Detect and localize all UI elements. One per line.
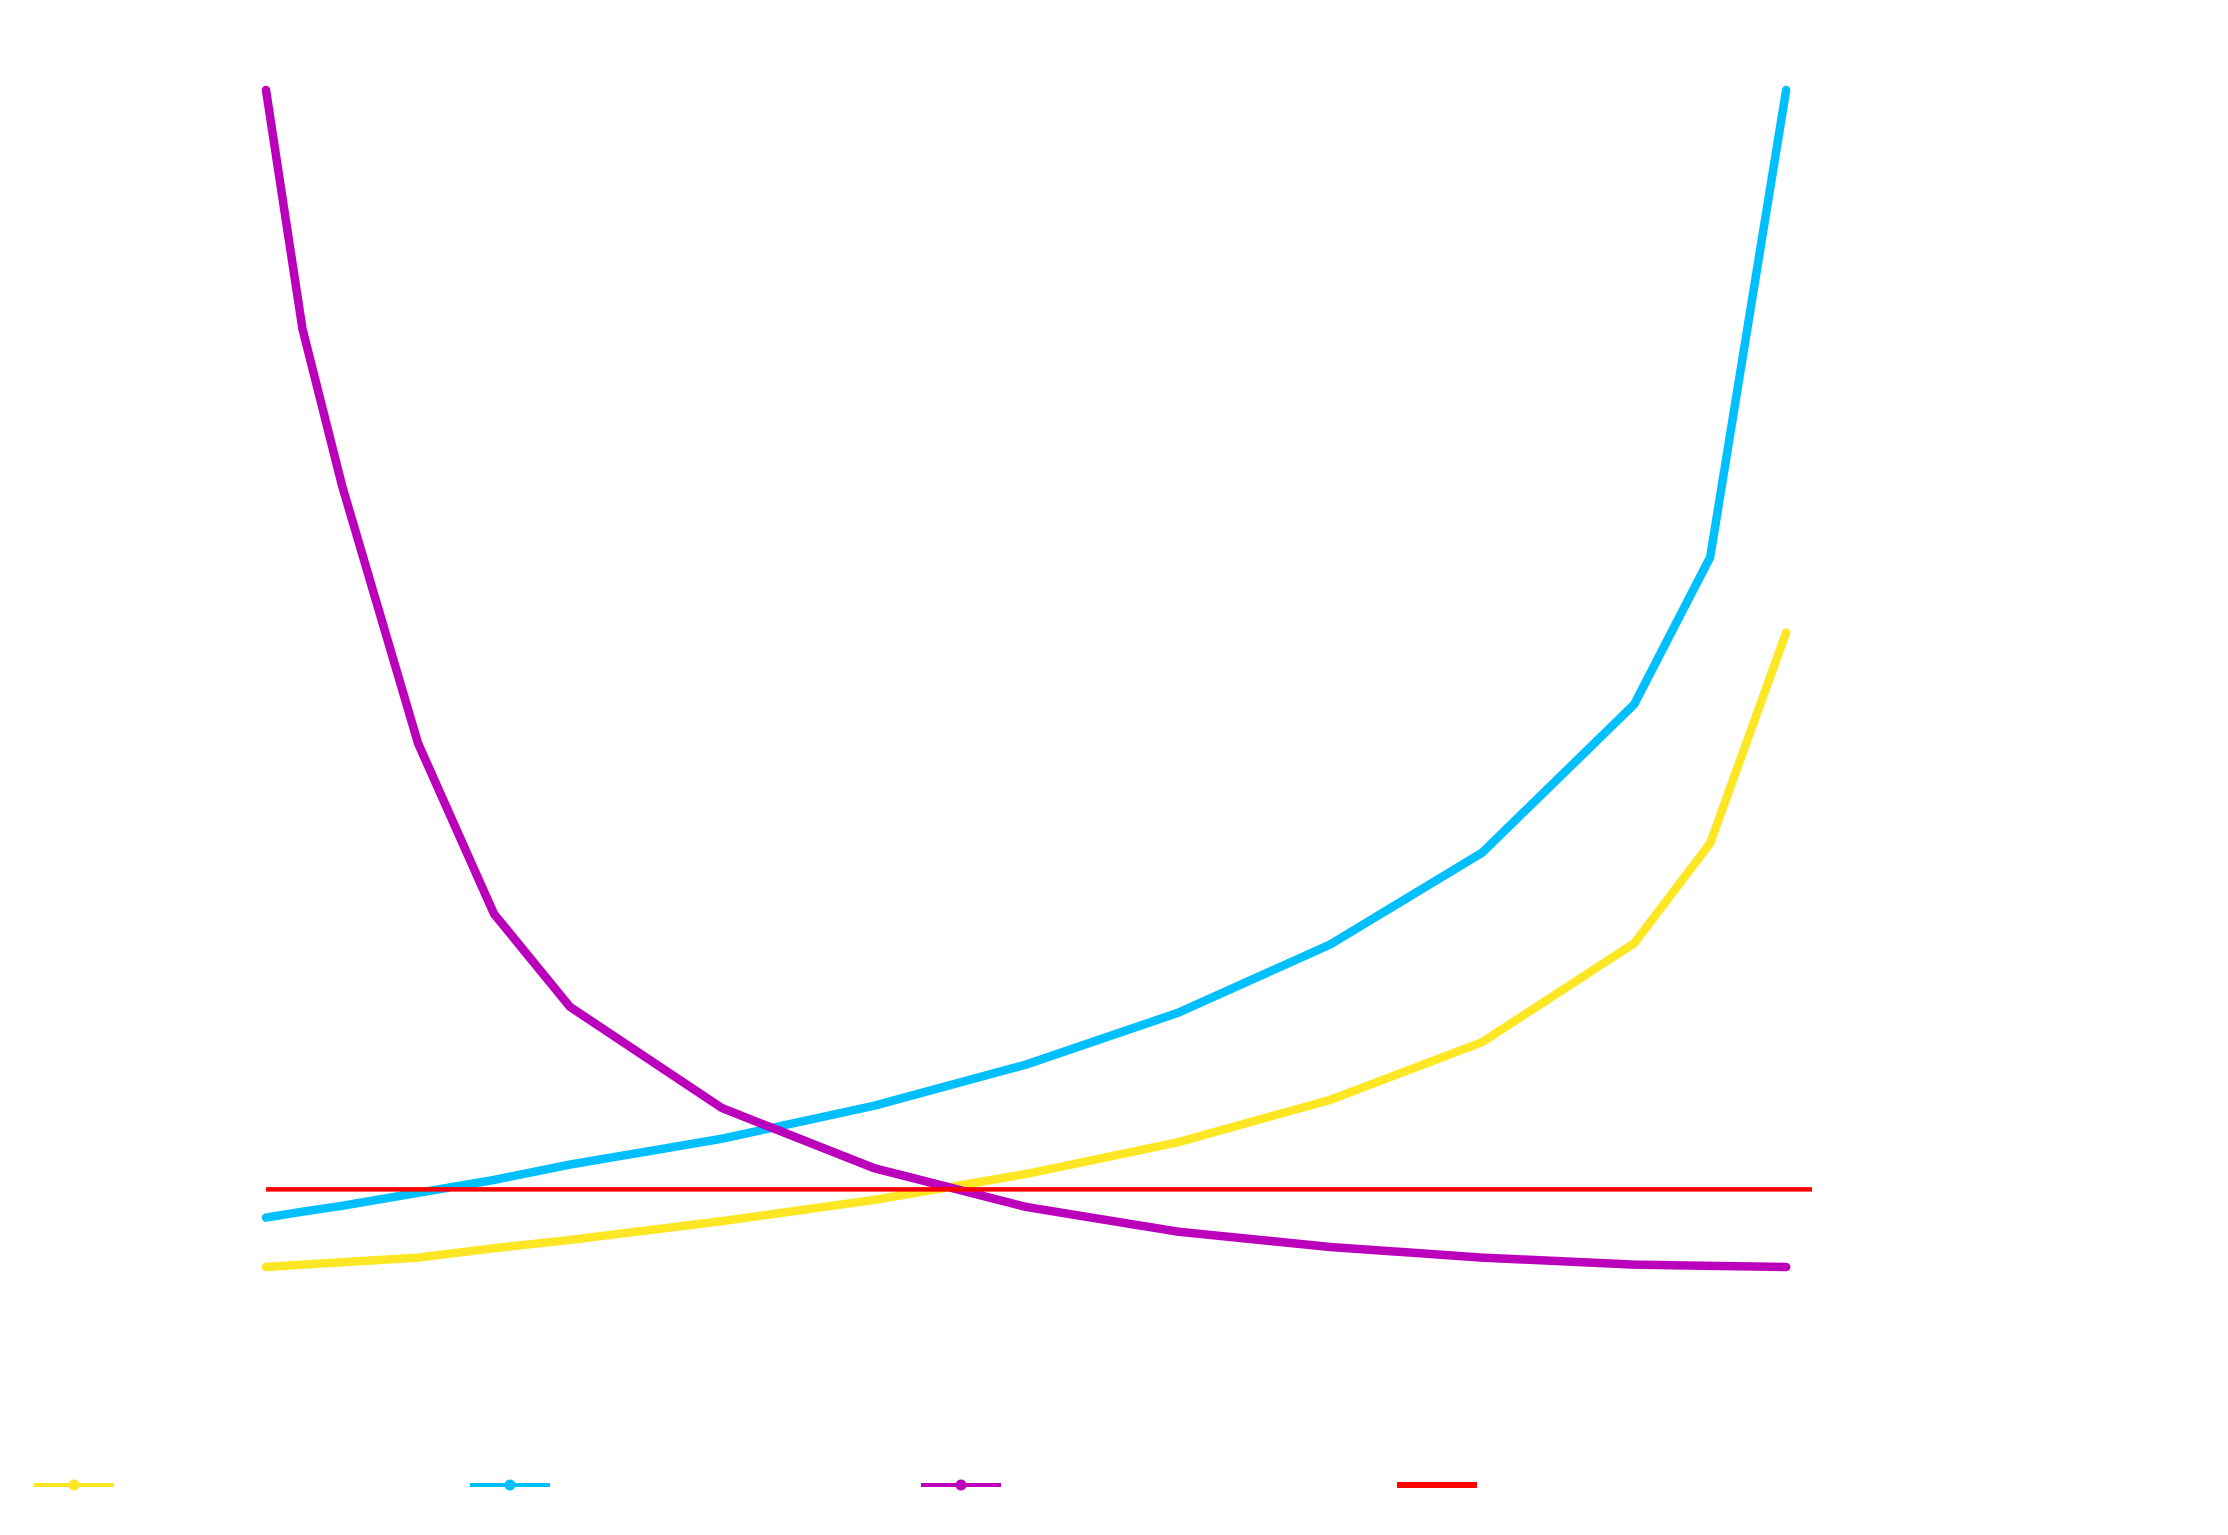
series-line <box>261 85 1791 1272</box>
legend-marker <box>68 1479 80 1491</box>
series-line <box>261 85 1791 1222</box>
legend-marker <box>504 1479 516 1491</box>
series-line <box>261 628 1791 1272</box>
legend-marker <box>955 1479 967 1491</box>
